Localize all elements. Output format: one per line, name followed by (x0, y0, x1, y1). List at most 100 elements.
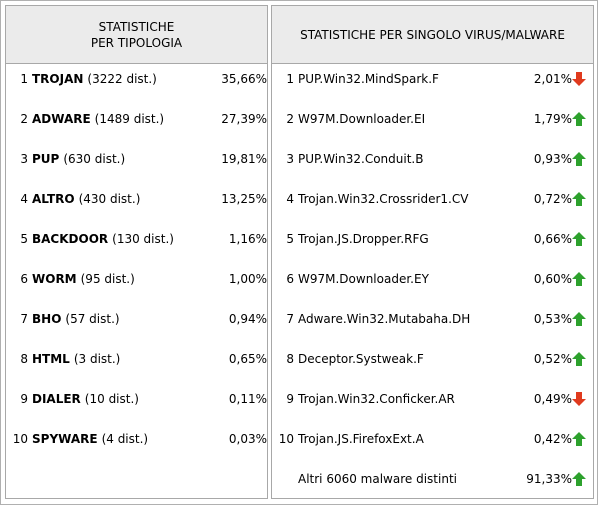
percent: 27,39% (221, 112, 267, 126)
panel-title: STATISTICHE PER SINGOLO VIRUS/MALWARE (272, 6, 593, 64)
type-count: (3 dist.) (73, 352, 121, 366)
percent: 0,66% (533, 232, 572, 246)
type-count: (57 dist.) (65, 312, 120, 326)
type-count: (95 dist.) (80, 272, 135, 286)
rank: 7 (286, 312, 294, 326)
malware-name: Trojan.JS.Dropper.RFG (298, 232, 429, 246)
type-count: (130 dist.) (112, 232, 174, 246)
type-label: ADWARE (1489 dist.) (32, 111, 164, 127)
arrow-up (572, 192, 586, 206)
type-name: ALTRO (32, 192, 75, 206)
arrow-down (572, 72, 586, 86)
type-label: WORM (95 dist.) (32, 271, 135, 287)
rank: 6 (20, 272, 28, 286)
percent: 0,49% (533, 392, 572, 406)
percent: 35,66% (221, 72, 267, 86)
rank: 9 (20, 392, 28, 406)
type-count: (4 dist.) (101, 432, 149, 446)
rank: 1 (286, 72, 294, 86)
type-name: TROJAN (32, 72, 84, 86)
type-name: HTML (32, 352, 70, 366)
type-name: ADWARE (32, 112, 91, 126)
arrow-shape (572, 232, 586, 246)
percent: 1,79% (533, 112, 572, 126)
arrow-up (572, 232, 586, 246)
arrow-up (572, 352, 586, 366)
type-name: BACKDOOR (32, 232, 109, 246)
percent: 0,94% (228, 312, 267, 326)
rank: 3 (286, 152, 294, 166)
rank: 4 (20, 192, 28, 206)
type-label: TROJAN (3222 dist.) (32, 71, 157, 87)
arrow-shape (572, 352, 586, 366)
percent: 0,72% (533, 192, 572, 206)
malware-name: Trojan.JS.FirefoxExt.A (298, 432, 424, 446)
arrow-shape (572, 472, 586, 486)
rank: 5 (286, 232, 294, 246)
rank: 10 (12, 432, 28, 446)
type-label: PUP (630 dist.) (32, 151, 125, 167)
rank: 2 (286, 112, 294, 126)
arrow-shape (572, 312, 586, 326)
rank: 10 (278, 432, 294, 446)
percent: 91,33% (526, 472, 572, 486)
malware-name: Trojan.Win32.Conficker.AR (298, 392, 455, 406)
type-count: (1489 dist.) (94, 112, 165, 126)
arrow-up (572, 272, 586, 286)
type-name: PUP (32, 152, 60, 166)
type-name: BHO (32, 312, 62, 326)
type-name: SPYWARE (32, 432, 98, 446)
malware-name: Adware.Win32.Mutabaha.DH (298, 312, 471, 326)
arrow-up (572, 112, 586, 126)
rank: 5 (20, 232, 28, 246)
type-name: DIALER (32, 392, 81, 406)
arrow-up (572, 152, 586, 166)
type-count: (3222 dist.) (87, 72, 157, 86)
type-panel: STATISTICHE PER TIPOLOGIA 1 TROJAN (3222 d… (5, 5, 268, 499)
type-count: (430 dist.) (78, 192, 141, 206)
type-name: WORM (32, 272, 77, 286)
malware-name: Trojan.Win32.Crossrider1.CV (298, 192, 469, 206)
arrow-shape (572, 192, 586, 206)
rank: 3 (20, 152, 28, 166)
percent: 0,65% (228, 352, 267, 366)
rank: 9 (286, 392, 294, 406)
arrow-shape (572, 112, 586, 126)
rank: 2 (20, 112, 28, 126)
malware-name: PUP.Win32.Conduit.B (298, 152, 424, 166)
percent: 0,11% (228, 392, 267, 406)
malware-name: PUP.Win32.MindSpark.F (298, 72, 439, 86)
percent: 0,52% (533, 352, 572, 366)
percent: 1,00% (228, 272, 267, 286)
percent: 0,53% (533, 312, 572, 326)
malware-name: W97M.Downloader.EY (298, 272, 429, 286)
arrow-shape (572, 72, 586, 86)
arrow-up (572, 312, 586, 326)
rank: 8 (20, 352, 28, 366)
percent: 0,60% (533, 272, 572, 286)
arrow-up (572, 472, 586, 486)
type-label: BACKDOOR (130 dist.) (32, 231, 174, 247)
rank: 6 (286, 272, 294, 286)
arrow-shape (572, 152, 586, 166)
other-label: Altri 6060 malware distinti (298, 472, 457, 486)
arrow-down (572, 392, 586, 406)
rank: 4 (286, 192, 294, 206)
type-label: SPYWARE (4 dist.) (32, 431, 148, 447)
arrow-shape (572, 432, 586, 446)
percent: 19,81% (221, 152, 267, 166)
percent: 1,16% (228, 232, 267, 246)
rank: 8 (286, 352, 294, 366)
type-label: ALTRO (430 dist.) (32, 191, 140, 207)
percent: 2,01% (533, 72, 572, 86)
percent: 0,42% (533, 432, 572, 446)
type-count: (10 dist.) (84, 392, 139, 406)
arrow-up (572, 432, 586, 446)
type-label: BHO (57 dist.) (32, 311, 120, 327)
arrow-shape (572, 392, 586, 406)
type-label: HTML (3 dist.) (32, 351, 120, 367)
type-count: (630 dist.) (63, 152, 126, 166)
rank: 1 (20, 72, 28, 86)
